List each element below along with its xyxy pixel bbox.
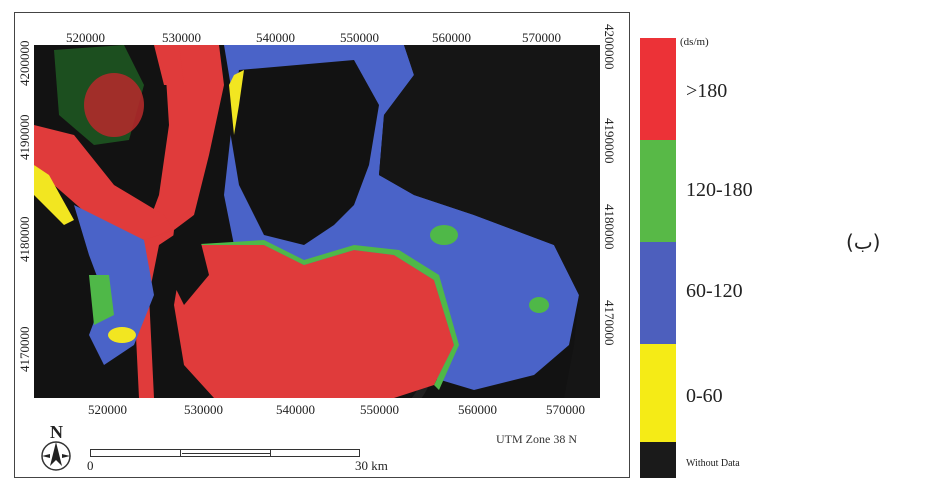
x-tick-bottom-6: 570000 xyxy=(546,402,585,417)
x-tick-top-5: 560000 xyxy=(432,30,471,45)
green-east-2 xyxy=(529,297,549,313)
yellow-south xyxy=(108,327,136,343)
x-tick-bottom-2: 530000 xyxy=(184,402,223,417)
x-tick-top-3: 540000 xyxy=(256,30,295,45)
x-tick-top-4: 550000 xyxy=(340,30,379,45)
x-tick-top-6: 570000 xyxy=(522,30,561,45)
y-tick-right-4: 4170000 xyxy=(602,300,617,346)
red-band-west xyxy=(34,125,174,240)
salinity-map xyxy=(34,45,600,398)
dark-east xyxy=(379,45,600,398)
y-tick-left-4: 4170000 xyxy=(17,326,32,373)
x-tick-top-2: 530000 xyxy=(162,30,201,45)
legend-label-4: 0-60 xyxy=(686,385,723,407)
red-east-edge xyxy=(154,45,184,85)
y-tick-right-1: 4200000 xyxy=(602,24,617,70)
x-tick-bottom-4: 550000 xyxy=(360,402,399,417)
x-tick-bottom-5: 560000 xyxy=(458,402,497,417)
compass-icon xyxy=(41,441,71,471)
y-tick-left-1: 4200000 xyxy=(17,40,32,87)
y-tick-left-3: 4180000 xyxy=(17,216,32,263)
red-strip xyxy=(134,45,224,398)
x-tick-bottom-3: 540000 xyxy=(276,402,315,417)
legend-swatch-yellow xyxy=(640,344,676,442)
legend-swatch-green xyxy=(640,140,676,242)
green-east-1 xyxy=(430,225,458,245)
legend-label-2: 120-180 xyxy=(686,179,753,201)
north-arrow: N xyxy=(36,422,76,474)
red-zone-south xyxy=(174,245,454,398)
dark-channel xyxy=(169,215,209,305)
scale-start-label: 0 xyxy=(87,458,94,473)
yellow-west xyxy=(34,165,74,225)
utm-zone-label: UTM Zone 38 N xyxy=(496,432,577,446)
legend-color-bar xyxy=(640,38,676,478)
inner-bay xyxy=(229,60,379,245)
y-tick-right-2: 4190000 xyxy=(602,118,617,164)
legend-label-3: 60-120 xyxy=(686,280,743,302)
legend-swatch-red xyxy=(640,38,676,140)
legend-swatch-blue xyxy=(640,242,676,344)
legend-label-1: >180 xyxy=(686,80,728,102)
green-west xyxy=(89,275,114,325)
y-tick-left-2: 4190000 xyxy=(17,114,32,161)
x-tick-bottom-1: 520000 xyxy=(88,402,127,417)
north-label: N xyxy=(50,422,63,442)
figure-label: (ب) xyxy=(846,230,881,254)
scale-bar xyxy=(90,449,360,457)
legend-swatch-nodata xyxy=(640,442,676,478)
yellow-rim xyxy=(229,70,244,135)
legend-unit: (ds/m) xyxy=(680,36,709,48)
legend-label-5: Without Data xyxy=(686,458,740,469)
red-patch-nw xyxy=(84,73,144,137)
scale-end-label: 30 km xyxy=(355,458,388,473)
x-tick-top-1: 520000 xyxy=(66,30,105,45)
y-tick-right-3: 4180000 xyxy=(602,204,617,250)
